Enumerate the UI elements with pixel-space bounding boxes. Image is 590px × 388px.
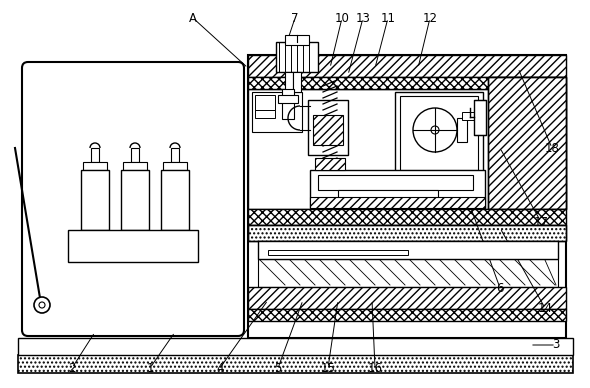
Bar [258,241,558,259]
Bar [248,225,566,241]
Circle shape [431,126,439,134]
Bar [171,148,179,162]
Bar [488,77,566,209]
Text: 1: 1 [146,362,154,374]
Bar [278,95,298,103]
Bar [285,35,309,45]
Bar [276,42,318,72]
Text: 2: 2 [68,362,76,374]
Bar [18,338,573,355]
Bar [91,148,99,162]
Bar [462,112,474,120]
Text: 4: 4 [217,362,224,374]
Bar [348,200,428,206]
Text: 12: 12 [422,12,438,24]
Bar [163,162,187,170]
Bar [248,55,566,338]
Bar [248,55,566,77]
Bar [248,209,566,225]
Bar [310,170,485,208]
Text: 6: 6 [496,282,504,294]
Bar [248,309,566,321]
Bar [248,287,566,309]
Bar [315,158,345,170]
Bar [488,77,566,209]
Bar [258,259,558,287]
Bar [81,170,109,230]
Bar [313,115,343,145]
Text: 11: 11 [381,12,395,24]
Bar [293,72,301,92]
Text: A: A [189,12,197,24]
Bar [474,100,486,135]
Text: 7: 7 [291,12,299,24]
Bar [121,170,149,230]
Text: 10: 10 [335,12,349,24]
Bar [252,92,302,132]
Bar [248,89,566,209]
Bar [131,148,139,162]
Text: 18: 18 [545,142,559,154]
Text: 5: 5 [274,362,281,374]
Bar [457,118,467,142]
Bar [255,110,275,118]
Text: 3: 3 [552,338,560,352]
FancyBboxPatch shape [22,62,244,336]
Circle shape [413,108,457,152]
Circle shape [39,302,45,308]
Bar [248,225,566,241]
Bar [318,175,473,190]
Bar [83,162,107,170]
Bar [338,190,438,200]
Text: 15: 15 [320,362,336,374]
Bar [308,100,348,155]
Circle shape [34,297,50,313]
Bar [395,92,483,174]
Bar [248,77,566,89]
Text: 16: 16 [368,362,382,374]
Bar [161,170,189,230]
Bar [282,89,294,119]
Bar [123,162,147,170]
Text: 17: 17 [533,215,549,229]
Text: 13: 13 [356,12,371,24]
Bar [285,72,293,92]
Bar [400,96,478,170]
Bar [18,355,573,373]
Bar [310,197,485,208]
Bar [255,95,275,110]
Bar [68,230,198,262]
Bar [268,250,408,255]
Text: 14: 14 [537,301,552,315]
